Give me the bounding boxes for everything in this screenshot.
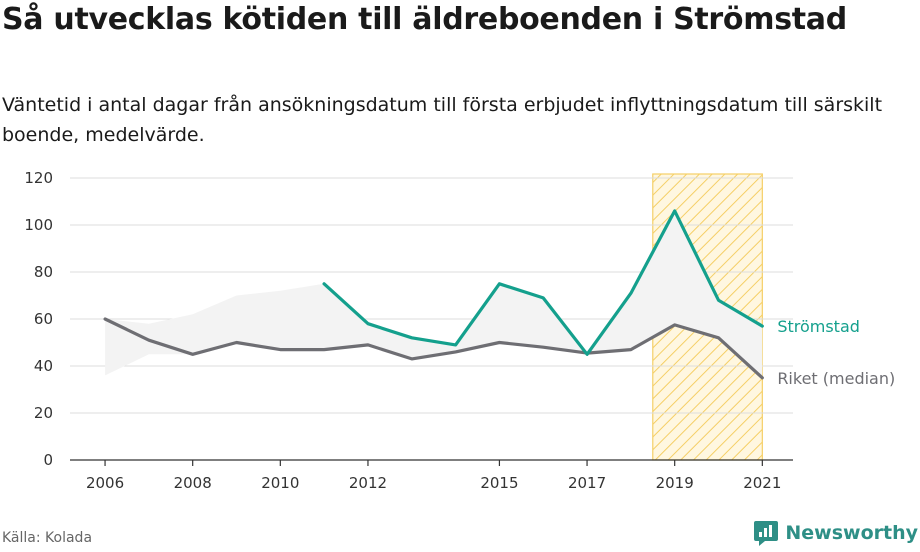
newsworthy-logo-icon xyxy=(754,521,779,546)
x-tick-label: 2019 xyxy=(656,474,694,492)
y-tick-label: 120 xyxy=(24,169,53,187)
y-tick-label: 60 xyxy=(34,310,53,328)
brand-name: Newsworthy xyxy=(785,522,918,544)
brand-logo: Newsworthy xyxy=(753,519,918,547)
y-tick-label: 80 xyxy=(34,263,53,281)
x-tick-label: 2006 xyxy=(86,474,124,492)
x-tick-label: 2008 xyxy=(174,474,212,492)
series-labels: Strömstad Riket (median) xyxy=(777,317,895,388)
series-label-stromstad: Strömstad xyxy=(777,317,860,336)
series-label-riket: Riket (median) xyxy=(777,369,895,388)
line-chart: 0 20 40 60 80 100 120 2006 2008 2010 2012 2015 2017… xyxy=(24,169,895,492)
x-tick-label: 2010 xyxy=(261,474,299,492)
series-line-stromstad xyxy=(322,209,764,356)
y-tick-label: 100 xyxy=(24,216,53,234)
chart-title: Så utvecklas kötiden till äldreboenden i… xyxy=(2,2,847,37)
series-line-riket xyxy=(103,317,764,380)
chart-subtitle: Väntetid i antal dagar från ansökningsda… xyxy=(2,94,883,146)
y-tick-label: 20 xyxy=(34,404,53,422)
y-tick-label: 40 xyxy=(34,357,53,375)
axes: 2006 2008 2010 2012 2015 2017 2019 2021 xyxy=(70,459,793,492)
x-tick-label: 2015 xyxy=(480,474,518,492)
x-tick-label: 2017 xyxy=(568,474,606,492)
range-band xyxy=(105,210,763,378)
range-band-area xyxy=(105,210,763,378)
x-tick-label: 2021 xyxy=(743,474,781,492)
source-note: Källa: Kolada xyxy=(2,530,93,546)
x-tick-label: 2012 xyxy=(349,474,387,492)
series-lines xyxy=(103,209,764,380)
y-tick-label: 0 xyxy=(43,451,53,469)
